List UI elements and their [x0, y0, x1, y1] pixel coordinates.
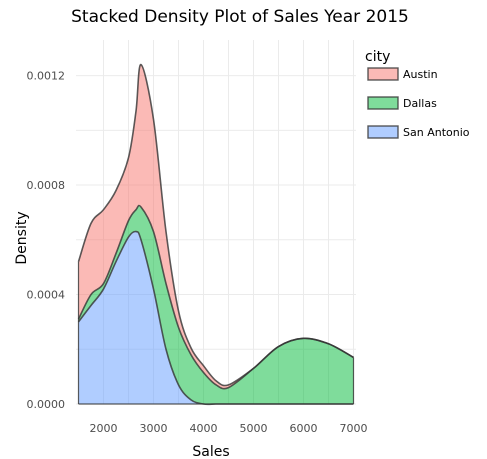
- y-tick-label: 0.0008: [27, 179, 66, 192]
- x-tick-label: 2000: [90, 422, 118, 435]
- legend-key-dallas: [367, 96, 399, 110]
- density-outline-austin: [77, 63, 354, 387]
- x-tick-label: 6000: [290, 422, 318, 435]
- axes: 2000 3000 4000 5000 6000 7000 0.0000 0.0004 0.00…: [27, 70, 368, 435]
- y-axis-title: Density: [14, 211, 30, 264]
- density-area-austin: [78, 64, 354, 389]
- x-tick-label: 5000: [240, 422, 268, 435]
- density-area-san-antonio: [78, 231, 354, 405]
- legend: city Austin Dallas San Antonio: [365, 49, 470, 139]
- y-tick-label: 0.0000: [27, 398, 66, 411]
- x-tick-label: 3000: [140, 422, 168, 435]
- legend-label-dallas: Dallas: [403, 97, 437, 110]
- density-area-dallas: [78, 205, 354, 405]
- legend-label-austin: Austin: [403, 68, 438, 81]
- x-tick-label: 4000: [190, 422, 218, 435]
- chart-title: Stacked Density Plot of Sales Year 2015: [71, 7, 409, 27]
- y-tick-label: 0.0012: [27, 70, 66, 83]
- legend-title: city: [365, 49, 390, 65]
- y-tick-label: 0.0004: [27, 289, 66, 302]
- legend-label-san-antonio: San Antonio: [403, 126, 470, 139]
- density-areas: [77, 63, 355, 406]
- legend-key-austin: [367, 67, 399, 81]
- legend-key-san-antonio: [367, 125, 399, 139]
- x-axis-title: Sales: [192, 444, 229, 459]
- x-tick-label: 7000: [340, 422, 368, 435]
